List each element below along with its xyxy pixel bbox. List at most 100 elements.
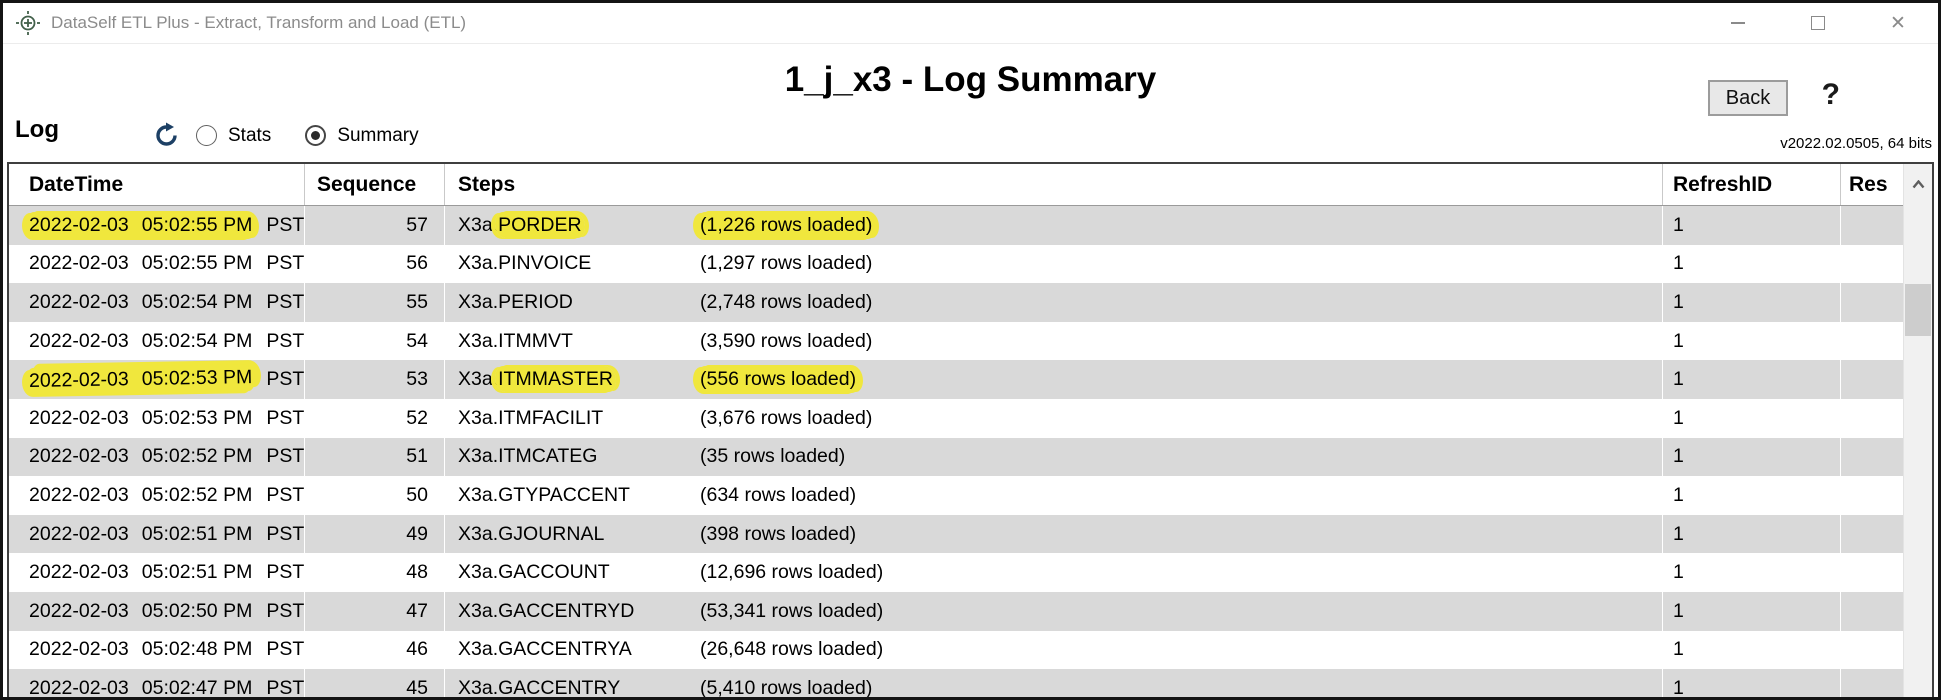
- step-prefix: X3a.: [458, 599, 499, 622]
- step-prefix: X3a.: [458, 483, 499, 506]
- table-row[interactable]: 2022-02-03 05:02:51 PM PST 49 X3a.GJOURNA…: [9, 514, 1932, 554]
- cell-sequence: 53: [305, 360, 445, 399]
- cell-steps: X3a.GTYPACCENT (634 rows loaded): [445, 476, 1663, 515]
- row-datetime-group: 2022-02-03 05:02:50 PM: [29, 600, 252, 623]
- table-row[interactable]: 2022-02-03 05:02:48 PM PST 46 X3a.GACCENT…: [9, 630, 1932, 670]
- cell-refreshid: 1: [1663, 669, 1841, 697]
- step-name: ITMMVT: [498, 329, 573, 352]
- cell-refreshid: 1: [1663, 476, 1841, 515]
- step-text: X3a.GACCOUNT: [458, 561, 700, 584]
- table-row[interactable]: 2022-02-03 05:02:55 PM PST 56 X3a.PINVOIC…: [9, 244, 1932, 284]
- step-name: GACCENTRY: [498, 676, 621, 697]
- cell-datetime: 2022-02-03 05:02:50 PM PST: [9, 591, 305, 631]
- refresh-icon[interactable]: [153, 122, 180, 149]
- cell-res: [1841, 553, 1903, 592]
- table-row[interactable]: 2022-02-03 05:02:52 PM PST 50 X3a.GTYPACC…: [9, 476, 1932, 515]
- log-controls: Stats Summary: [153, 122, 453, 149]
- step-text: X3a.ITMCATEG: [458, 445, 700, 468]
- row-time: 05:02:54 PM: [141, 329, 253, 352]
- row-datetime-group: 2022-02-03 05:02:51 PM: [29, 523, 252, 546]
- column-header-datetime[interactable]: DateTime: [9, 164, 305, 205]
- cell-steps: X3a.GACCOUNT (12,696 rows loaded): [445, 553, 1663, 592]
- cell-refreshid: 1: [1663, 321, 1841, 361]
- step-count: (5,410 rows loaded): [700, 676, 873, 697]
- radio-circle-summary: [305, 125, 327, 146]
- cell-datetime: 2022-02-03 05:02:55 PM PST: [9, 206, 305, 245]
- help-icon[interactable]: ?: [1821, 78, 1840, 111]
- cell-res: [1841, 476, 1903, 515]
- step-text: X3a.ITMFACILIT: [458, 407, 700, 430]
- close-icon: ✕: [1890, 12, 1906, 34]
- radio-stats[interactable]: Stats: [196, 125, 271, 147]
- table-row[interactable]: 2022-02-03 05:02:51 PM PST 48 X3a.GACCOUN…: [9, 553, 1932, 592]
- row-timezone: PST: [266, 406, 305, 429]
- window-controls: ✕: [1698, 3, 1938, 43]
- table-row[interactable]: 2022-02-03 05:02:50 PM PST 47 X3a.GACCENT…: [9, 591, 1932, 631]
- column-header-sequence[interactable]: Sequence: [305, 164, 445, 205]
- row-datetime-group: 2022-02-03 05:02:55 PM: [26, 211, 256, 239]
- column-header-steps[interactable]: Steps: [445, 164, 1663, 205]
- step-count: (35 rows loaded): [700, 445, 846, 468]
- step-prefix: X3a.: [458, 329, 499, 352]
- step-prefix: X3a.: [458, 445, 499, 468]
- row-timezone: PST: [266, 213, 305, 236]
- window-title: DataSelf ETL Plus - Extract, Transform a…: [51, 13, 467, 32]
- row-timezone: PST: [266, 329, 305, 352]
- row-timezone: PST: [266, 290, 305, 313]
- column-header-refreshid[interactable]: RefreshID: [1663, 164, 1841, 205]
- minimize-button[interactable]: [1698, 3, 1778, 43]
- cell-refreshid: 1: [1663, 244, 1841, 284]
- cell-res: [1841, 206, 1903, 245]
- step-count: (26,648 rows loaded): [700, 638, 884, 661]
- step-name: GACCENTRYA: [498, 638, 632, 661]
- cell-sequence: 55: [305, 283, 445, 322]
- step-count: (634 rows loaded): [700, 483, 857, 506]
- step-prefix: X3a.: [458, 638, 499, 661]
- cell-datetime: 2022-02-03 05:02:52 PM PST: [9, 476, 305, 515]
- row-date: 2022-02-03: [29, 483, 129, 506]
- cell-sequence: 48: [305, 553, 445, 592]
- step-text: X3a.GTYPACCENT: [458, 484, 700, 507]
- row-date: 2022-02-03: [29, 445, 129, 468]
- cell-sequence: 45: [305, 669, 445, 697]
- scroll-up-button[interactable]: [1904, 164, 1932, 204]
- cell-steps: X3a.ITMMASTER (556 rows loaded): [445, 360, 1663, 399]
- row-timezone: PST: [266, 368, 305, 391]
- table-row[interactable]: 2022-02-03 05:02:53 PM PST 52 X3a.ITMFACI…: [9, 398, 1932, 438]
- row-time: 05:02:51 PM: [141, 522, 253, 545]
- cell-refreshid: 1: [1663, 398, 1841, 438]
- column-header-res[interactable]: Res: [1849, 172, 1888, 196]
- table-row[interactable]: 2022-02-03 05:02:55 PM PST 57 X3a.PORDER …: [9, 206, 1932, 245]
- step-count: (3,676 rows loaded): [700, 406, 873, 429]
- cell-refreshid: 1: [1663, 553, 1841, 592]
- step-text: X3a.GACCENTRYA: [458, 638, 700, 661]
- maximize-button[interactable]: [1778, 3, 1858, 43]
- table-row[interactable]: 2022-02-03 05:02:53 PM PST 53 X3a.ITMMAST…: [9, 360, 1932, 399]
- cell-refreshid: 1: [1663, 283, 1841, 322]
- step-name: GACCOUNT: [498, 561, 610, 584]
- row-time: 05:02:50 PM: [141, 599, 253, 622]
- table-row[interactable]: 2022-02-03 05:02:52 PM PST 51 X3a.ITMCATE…: [9, 437, 1932, 477]
- step-prefix: X3a.: [458, 213, 499, 236]
- version-label: v2022.02.0505, 64 bits: [1780, 135, 1932, 152]
- row-timezone: PST: [266, 252, 305, 275]
- scroll-thumb[interactable]: [1905, 284, 1931, 336]
- close-button[interactable]: ✕: [1858, 3, 1938, 43]
- cell-sequence: 46: [305, 630, 445, 670]
- table-row[interactable]: 2022-02-03 05:02:47 PM PST 45 X3a.GACCENT…: [9, 669, 1932, 697]
- row-time: 05:02:53 PM: [141, 366, 253, 391]
- row-date: 2022-02-03: [29, 561, 129, 584]
- table-row[interactable]: 2022-02-03 05:02:54 PM PST 54 X3a.ITMMVT …: [9, 321, 1932, 361]
- back-button[interactable]: Back: [1708, 80, 1788, 116]
- radio-circle-stats: [196, 125, 217, 146]
- vertical-scrollbar[interactable]: [1903, 164, 1932, 697]
- step-text: X3a.ITMMASTER: [458, 366, 700, 393]
- row-datetime-group: 2022-02-03 05:02:54 PM: [29, 330, 252, 353]
- radio-summary[interactable]: Summary: [305, 125, 419, 147]
- cell-refreshid: 1: [1663, 591, 1841, 631]
- step-text: X3a.ITMMVT: [458, 330, 700, 353]
- cell-datetime: 2022-02-03 05:02:53 PM PST: [9, 360, 305, 399]
- step-name: ITMCATEG: [498, 445, 598, 468]
- table-row[interactable]: 2022-02-03 05:02:54 PM PST 55 X3a.PERIOD …: [9, 283, 1932, 322]
- cell-refreshid: 1: [1663, 514, 1841, 554]
